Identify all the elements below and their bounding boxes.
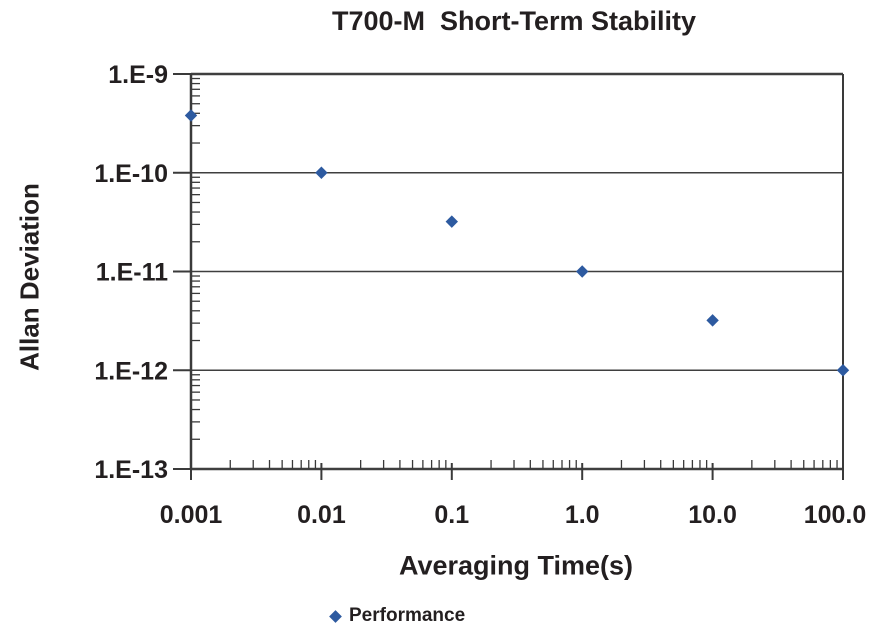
y-tick-label: 1.E-12 [94, 357, 168, 385]
data-point [836, 364, 850, 377]
x-tick-label: 0.001 [160, 501, 223, 529]
legend-diamond-icon [329, 609, 342, 623]
y-tick-label: 1.E-9 [108, 61, 168, 89]
data-point [315, 166, 328, 179]
y-tick-label: 1.E-11 [96, 259, 168, 287]
x-tick-label: 10.0 [688, 501, 737, 529]
x-tick-label: 1.0 [565, 501, 600, 529]
x-axis-title: Averaging Time(s) [398, 550, 634, 581]
x-tick-label: 100.0 [804, 501, 867, 529]
y-tick-label: 1.E-10 [94, 160, 168, 188]
data-point [706, 314, 719, 327]
chart-title: T700-M Short-Term Stability [331, 6, 697, 36]
x-tick-label: 0.01 [297, 501, 346, 529]
x-tick-label: 0.1 [434, 501, 469, 529]
data-point [184, 109, 198, 122]
legend-label: Performance [349, 605, 466, 626]
data-point [576, 265, 589, 278]
data-point [445, 215, 458, 228]
legend: Performance [329, 605, 466, 627]
y-tick-label: 1.E-13 [94, 456, 168, 484]
